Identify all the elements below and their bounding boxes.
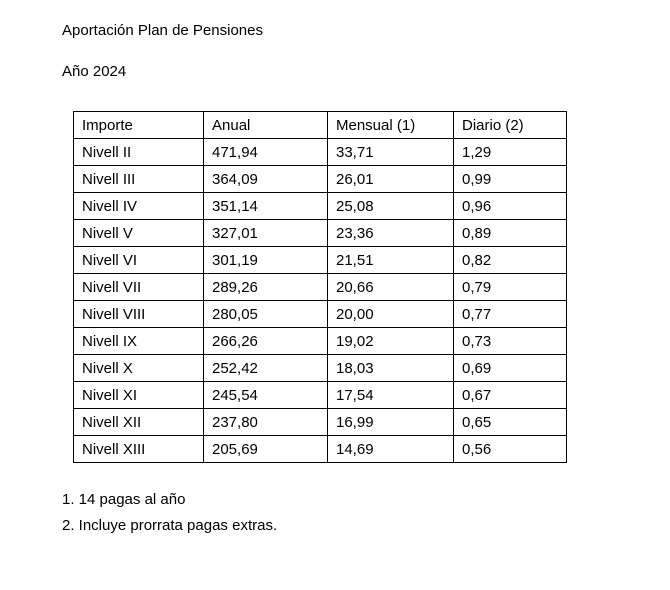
- cell-anual: 327,01: [203, 219, 328, 247]
- cell-importe: Nivell VIII: [73, 300, 204, 328]
- cell-anual: 266,26: [203, 327, 328, 355]
- cell-diario: 0,56: [453, 435, 567, 463]
- cell-diario: 0,99: [453, 165, 567, 193]
- year-label: Año 2024: [62, 63, 127, 80]
- cell-importe: Nivell VI: [73, 246, 204, 274]
- table-row: Nivell IX 266,26 19,02 0,73: [73, 327, 567, 355]
- cell-mensual: 33,71: [327, 138, 454, 166]
- cell-mensual: 18,03: [327, 354, 454, 382]
- cell-anual: 289,26: [203, 273, 328, 301]
- cell-importe: Nivell IV: [73, 192, 204, 220]
- table-row: Nivell XII 237,80 16,99 0,65: [73, 408, 567, 436]
- cell-diario: 1,29: [453, 138, 567, 166]
- table-header-row: Importe Anual Mensual (1) Diario (2): [73, 111, 567, 139]
- cell-diario: 0,73: [453, 327, 567, 355]
- cell-mensual: 25,08: [327, 192, 454, 220]
- cell-diario: 0,96: [453, 192, 567, 220]
- cell-mensual: 23,36: [327, 219, 454, 247]
- table-row: Nivell VI 301,19 21,51 0,82: [73, 246, 567, 274]
- cell-importe: Nivell XIII: [73, 435, 204, 463]
- table-row: Nivell III 364,09 26,01 0,99: [73, 165, 567, 193]
- cell-mensual: 14,69: [327, 435, 454, 463]
- table-row: Nivell IV 351,14 25,08 0,96: [73, 192, 567, 220]
- cell-importe: Nivell IX: [73, 327, 204, 355]
- cell-importe: Nivell X: [73, 354, 204, 382]
- cell-mensual: 21,51: [327, 246, 454, 274]
- cell-anual: 245,54: [203, 381, 328, 409]
- cell-importe: Nivell XI: [73, 381, 204, 409]
- table-row: Nivell X 252,42 18,03 0,69: [73, 354, 567, 382]
- pension-contribution-table: Importe Anual Mensual (1) Diario (2) Niv…: [73, 111, 567, 463]
- cell-diario: 0,69: [453, 354, 567, 382]
- cell-anual: 205,69: [203, 435, 328, 463]
- cell-anual: 237,80: [203, 408, 328, 436]
- column-header-anual: Anual: [203, 111, 328, 139]
- table-row: Nivell II 471,94 33,71 1,29: [73, 138, 567, 166]
- cell-importe: Nivell XII: [73, 408, 204, 436]
- footnote-2: 2. Incluye prorrata pagas extras.: [62, 517, 278, 534]
- cell-mensual: 16,99: [327, 408, 454, 436]
- cell-diario: 0,65: [453, 408, 567, 436]
- cell-mensual: 17,54: [327, 381, 454, 409]
- cell-diario: 0,82: [453, 246, 567, 274]
- cell-importe: Nivell V: [73, 219, 204, 247]
- cell-diario: 0,67: [453, 381, 567, 409]
- page-title: Aportación Plan de Pensiones: [62, 22, 263, 39]
- cell-anual: 364,09: [203, 165, 328, 193]
- table-row: Nivell VIII 280,05 20,00 0,77: [73, 300, 567, 328]
- table-row: Nivell V 327,01 23,36 0,89: [73, 219, 567, 247]
- cell-mensual: 19,02: [327, 327, 454, 355]
- footnotes: 1. 14 pagas al año 2. Incluye prorrata p…: [62, 487, 277, 539]
- cell-anual: 471,94: [203, 138, 328, 166]
- cell-diario: 0,89: [453, 219, 567, 247]
- table-row: Nivell VII 289,26 20,66 0,79: [73, 273, 567, 301]
- cell-anual: 280,05: [203, 300, 328, 328]
- cell-mensual: 20,00: [327, 300, 454, 328]
- cell-mensual: 26,01: [327, 165, 454, 193]
- cell-importe: Nivell II: [73, 138, 204, 166]
- cell-importe: Nivell III: [73, 165, 204, 193]
- cell-anual: 301,19: [203, 246, 328, 274]
- cell-anual: 252,42: [203, 354, 328, 382]
- footnote-1: 1. 14 pagas al año: [62, 491, 186, 508]
- cell-diario: 0,77: [453, 300, 567, 328]
- column-header-diario: Diario (2): [453, 111, 567, 139]
- cell-importe: Nivell VII: [73, 273, 204, 301]
- cell-diario: 0,79: [453, 273, 567, 301]
- column-header-mensual: Mensual (1): [327, 111, 454, 139]
- cell-mensual: 20,66: [327, 273, 454, 301]
- cell-anual: 351,14: [203, 192, 328, 220]
- table-row: Nivell XI 245,54 17,54 0,67: [73, 381, 567, 409]
- table-row: Nivell XIII 205,69 14,69 0,56: [73, 435, 567, 463]
- column-header-importe: Importe: [73, 111, 204, 139]
